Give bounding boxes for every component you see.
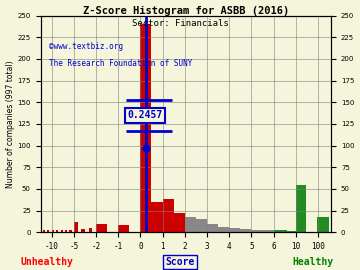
- Bar: [43, 230, 45, 232]
- Bar: [174, 213, 185, 232]
- Bar: [81, 229, 85, 232]
- Bar: [69, 230, 72, 232]
- Bar: [185, 217, 196, 232]
- Bar: [152, 202, 163, 232]
- Y-axis label: Number of companies (997 total): Number of companies (997 total): [5, 60, 14, 188]
- Bar: [279, 231, 282, 232]
- Bar: [118, 225, 129, 232]
- Bar: [317, 217, 329, 232]
- Bar: [47, 231, 49, 232]
- Bar: [60, 230, 63, 232]
- Bar: [293, 231, 296, 232]
- Bar: [240, 229, 251, 232]
- Text: 0.2457: 0.2457: [127, 110, 162, 120]
- Text: Unhealthy: Unhealthy: [21, 256, 73, 266]
- Bar: [274, 230, 276, 232]
- Bar: [296, 185, 306, 232]
- Text: Healthy: Healthy: [293, 256, 334, 266]
- Bar: [140, 24, 152, 232]
- Title: Z-Score Histogram for ASBB (2016): Z-Score Histogram for ASBB (2016): [83, 6, 289, 16]
- Bar: [290, 231, 293, 232]
- Bar: [282, 231, 285, 232]
- Bar: [56, 231, 58, 232]
- Bar: [229, 228, 240, 232]
- Bar: [163, 199, 174, 232]
- Bar: [96, 224, 107, 232]
- Bar: [285, 231, 287, 232]
- Text: The Research Foundation of SUNY: The Research Foundation of SUNY: [49, 59, 193, 68]
- Bar: [74, 222, 77, 232]
- Bar: [287, 231, 290, 232]
- Bar: [89, 228, 92, 232]
- Text: Score: Score: [165, 256, 195, 266]
- Text: Sector: Financials: Sector: Financials: [132, 19, 228, 28]
- Bar: [218, 227, 229, 232]
- Bar: [251, 230, 262, 232]
- Bar: [65, 230, 67, 232]
- Bar: [51, 231, 54, 232]
- Bar: [276, 231, 279, 232]
- Bar: [207, 224, 218, 232]
- Bar: [196, 219, 207, 232]
- Bar: [262, 230, 274, 232]
- Text: ©www.textbiz.org: ©www.textbiz.org: [49, 42, 123, 50]
